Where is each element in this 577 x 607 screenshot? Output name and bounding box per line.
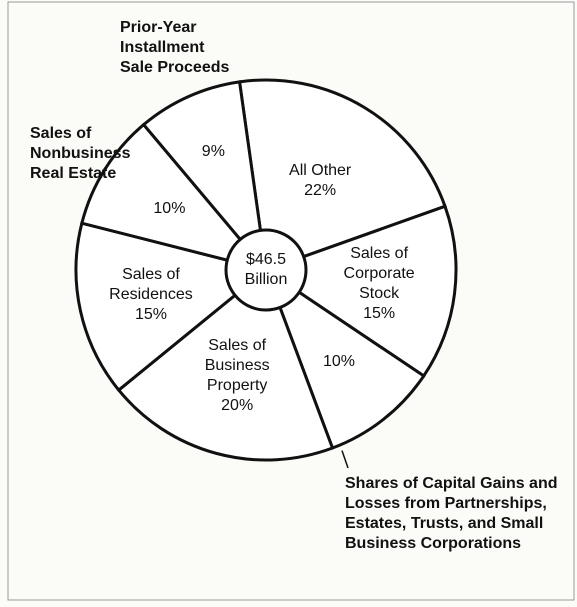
center-label-line: $46.5 <box>245 251 287 268</box>
slice-label-group: Sales of Corporate Stock 15% <box>339 244 419 324</box>
value-label: 20% <box>221 397 254 415</box>
slice-label: Sales of Nonbusiness Real Estate <box>30 125 131 182</box>
value-label: 10% <box>153 200 186 218</box>
pie-slice <box>237 78 447 273</box>
value-label: 15% <box>363 305 396 323</box>
frame <box>7 1 575 601</box>
center-label-line: Billion <box>244 271 288 288</box>
pie-slice <box>74 221 270 393</box>
value-label: 9% <box>201 143 225 160</box>
center-label: $46.5 Billion <box>245 250 288 290</box>
value-label: 10% <box>322 353 356 371</box>
center-circle <box>224 228 308 312</box>
slice-label: Sales of Business Property <box>204 337 270 395</box>
slice-label-group: Sales of Business Property 20% <box>192 336 282 416</box>
slice-label: Shares of Capital Gains and Losses from … <box>345 475 558 552</box>
pie-slice <box>262 204 458 379</box>
slice-label: All Other <box>289 161 352 179</box>
pie-slice <box>116 267 335 462</box>
slice-label: Prior-Year Installment Sale Proceeds <box>120 19 230 76</box>
pie-slice <box>80 122 271 273</box>
slice-label-group: All Other 22% <box>275 161 365 201</box>
pie-slice <box>141 80 269 275</box>
slice-label: Sales of Corporate Stock <box>343 245 415 303</box>
leader-line <box>341 450 349 469</box>
slice-label: Sales of Residences <box>109 266 193 304</box>
slice-label-group: Sales of Residences 15% <box>101 265 201 325</box>
value-label: 15% <box>134 306 167 324</box>
value-label: 22% <box>304 181 337 199</box>
pie-slice <box>262 266 426 450</box>
